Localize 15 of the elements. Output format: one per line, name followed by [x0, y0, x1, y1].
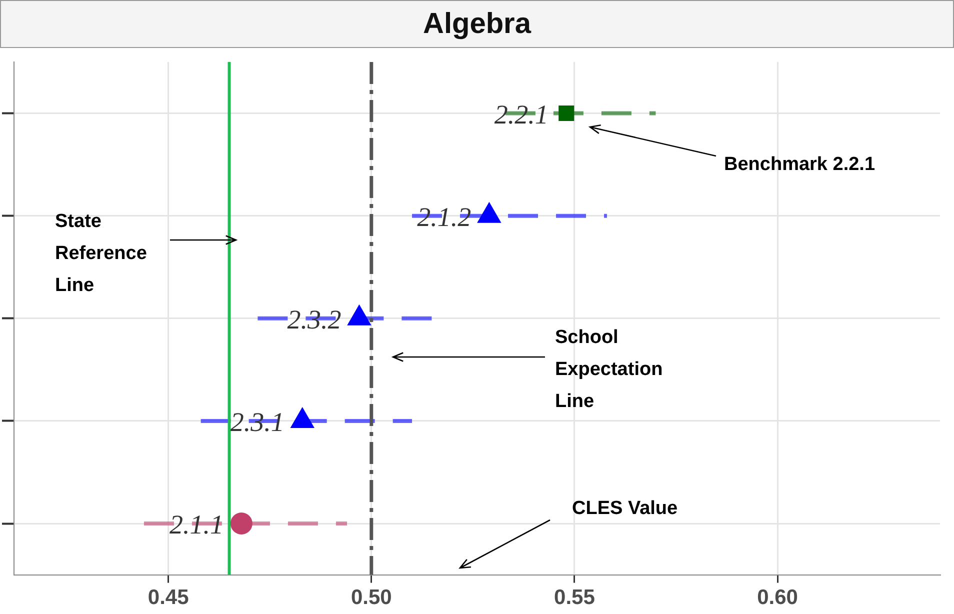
x-tick-label: 0.60 — [757, 586, 798, 610]
y-tick-label: 2.3.1 — [230, 407, 284, 438]
y-tick-label: 2.3.2 — [287, 304, 342, 334]
point — [290, 406, 314, 428]
annotation: CLES Value — [572, 498, 678, 520]
annotation: School Expectation Line — [555, 327, 663, 412]
point — [477, 202, 502, 223]
x-tick-label: 0.45 — [148, 586, 190, 610]
annotation: State Reference Line — [55, 211, 147, 296]
point — [347, 304, 372, 326]
x-tick-label: 0.50 — [350, 586, 392, 610]
x-tick-label: 0.55 — [554, 586, 596, 610]
y-tick-label: 2.2.1 — [494, 99, 548, 130]
annotation: Benchmark 2.2.1 — [724, 154, 876, 176]
chart-title: Algebra — [0, 0, 954, 48]
